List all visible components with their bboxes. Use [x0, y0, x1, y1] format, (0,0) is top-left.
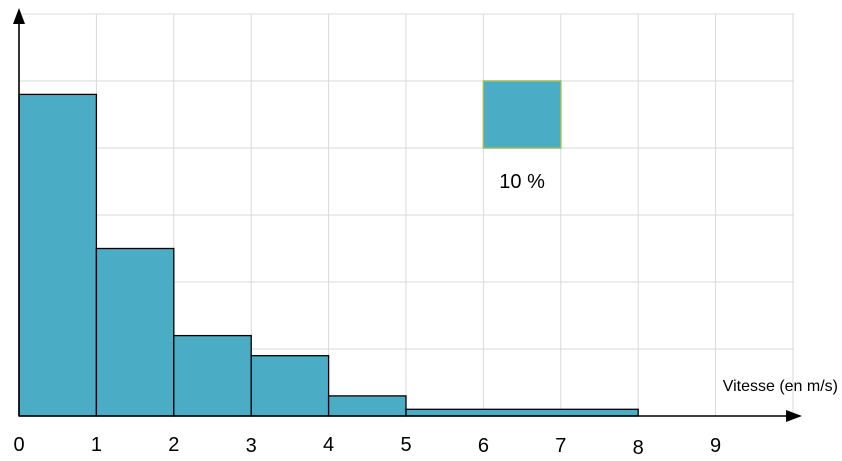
x-tick-label: 1	[91, 434, 102, 456]
axes	[13, 8, 802, 422]
histogram-bar	[95, 247, 175, 417]
x-tick-label: 7	[555, 435, 566, 457]
x-tick-label: 4	[323, 434, 334, 456]
histogram-bar	[405, 408, 639, 417]
scale-legend-label: 10 %	[499, 171, 545, 193]
scale-legend: 10 %	[482, 80, 562, 193]
x-tick-label: 6	[478, 435, 489, 457]
histogram-bar	[18, 93, 98, 417]
y-axis-arrowhead	[13, 8, 25, 24]
bars	[18, 93, 639, 417]
histogram-bar	[173, 334, 252, 417]
x-tick-labels: 0 1 2 3 4 5 6 7 8 9	[13, 434, 721, 459]
x-tick-label: 0	[13, 434, 24, 456]
x-tick-label: 2	[168, 434, 179, 456]
x-tick-label: 9	[710, 435, 721, 457]
histogram-bar	[327, 395, 407, 417]
x-tick-label: 5	[400, 434, 411, 456]
x-axis-arrowhead	[786, 410, 802, 422]
histogram-bar	[250, 355, 330, 417]
x-axis-title: Vitesse (en m/s)	[723, 378, 838, 395]
scale-legend-swatch	[482, 80, 562, 149]
x-tick-label: 3	[246, 435, 257, 457]
x-tick-label: 8	[633, 437, 644, 459]
